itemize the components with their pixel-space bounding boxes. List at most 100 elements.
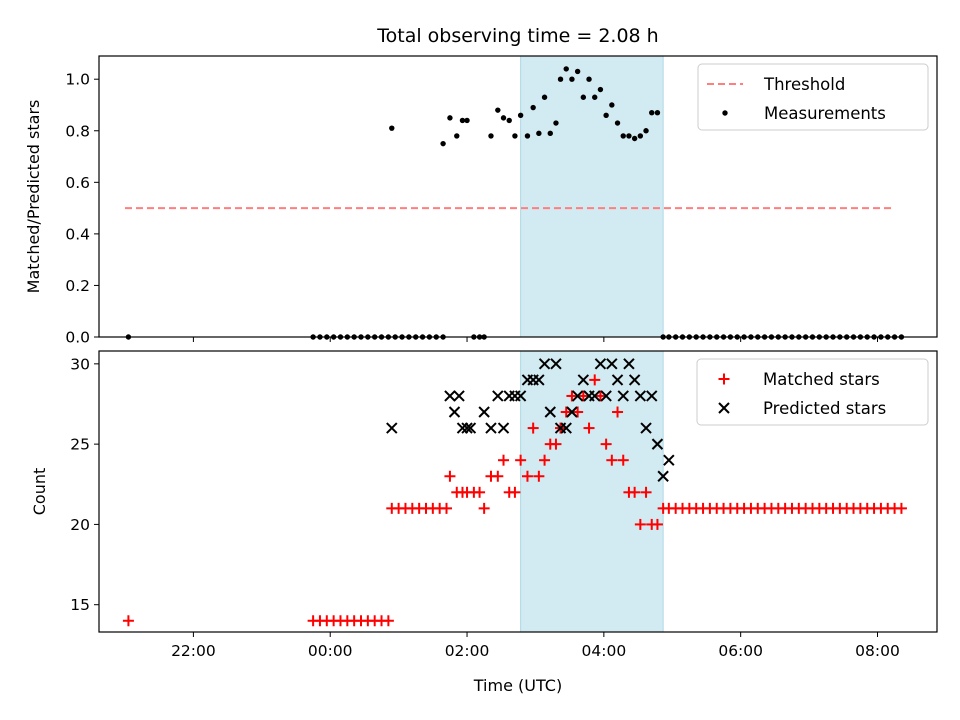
x-tick-label: 22:00 bbox=[171, 642, 216, 660]
predicted-star-point bbox=[485, 422, 497, 434]
predicted-star-point bbox=[464, 422, 477, 434]
predicted-star-point bbox=[589, 390, 601, 402]
predicted-star-point bbox=[560, 422, 572, 434]
matched-star-point bbox=[640, 486, 652, 498]
measurement-point bbox=[536, 130, 542, 137]
predicted-star-point bbox=[606, 358, 618, 370]
measurement-point bbox=[631, 135, 638, 142]
y-axis-label: Count bbox=[30, 468, 49, 516]
y-tick-label: 0.2 bbox=[65, 277, 90, 295]
legend-box bbox=[696, 358, 929, 426]
legend-measurements-swatch bbox=[722, 110, 728, 116]
y-tick-label: 0.0 bbox=[65, 329, 90, 347]
y-axis-label: Matched/Predicted stars bbox=[24, 100, 43, 294]
x-tick-label: 02:00 bbox=[445, 642, 490, 660]
axes-frame bbox=[98, 350, 938, 633]
matched-star-point bbox=[600, 438, 612, 450]
measurement-point bbox=[553, 120, 559, 126]
predicted-star-point bbox=[544, 406, 556, 418]
y-tick-label: 30 bbox=[70, 355, 90, 373]
matched-star-point bbox=[606, 454, 618, 466]
observing-window-span bbox=[520, 55, 664, 338]
measurement-point bbox=[524, 133, 531, 139]
predicted-star-point bbox=[623, 358, 635, 370]
predicted-star-point bbox=[646, 390, 658, 402]
measurement-point bbox=[609, 102, 615, 108]
measurement-point bbox=[517, 112, 524, 118]
y-tick-label: 0.4 bbox=[65, 225, 90, 243]
predicted-star-point bbox=[617, 390, 629, 402]
measurement-point bbox=[547, 130, 553, 137]
matched-star-point bbox=[566, 390, 578, 402]
predicted-star-point bbox=[533, 374, 545, 386]
measurement-point bbox=[603, 112, 609, 118]
measurement-point bbox=[512, 133, 518, 139]
x-tick-label: 00:00 bbox=[308, 642, 353, 660]
matched-star-point bbox=[572, 406, 584, 418]
predicted-star-point bbox=[594, 358, 607, 370]
measurement-point bbox=[580, 94, 587, 100]
matched-star-point bbox=[612, 406, 624, 418]
matched-star-point bbox=[895, 502, 907, 514]
predicted-star-point bbox=[461, 422, 473, 434]
predicted-star-point bbox=[628, 374, 641, 386]
measurement-point bbox=[637, 133, 644, 139]
measurement-point bbox=[620, 133, 626, 139]
matched-star-point bbox=[577, 390, 589, 402]
measurement-point bbox=[586, 76, 592, 82]
figure-title: Total observing time = 2.08 h bbox=[376, 25, 658, 47]
matched-star-point bbox=[509, 486, 521, 498]
legend-matched-swatch bbox=[718, 373, 730, 385]
y-tick-label: 0.6 bbox=[65, 174, 90, 192]
predicted-star-point bbox=[453, 390, 465, 402]
predicted-star-point bbox=[566, 406, 578, 418]
matched-star-point bbox=[444, 470, 456, 482]
x-axis-label: Time (UTC) bbox=[473, 676, 562, 695]
y-tick-label: 15 bbox=[70, 596, 90, 614]
predicted-star-point bbox=[386, 422, 398, 434]
legend: Threshold Measurements bbox=[697, 63, 929, 131]
measurement-point bbox=[389, 125, 395, 131]
legend-label: Matched stars bbox=[763, 370, 880, 389]
matched-star-point bbox=[583, 422, 595, 434]
predicted-star-point bbox=[600, 390, 612, 402]
count-panel: 15 20 25 30 22:00 00:00 02:00 04:00 06:00 08:00 Co… bbox=[30, 350, 938, 660]
matched-star-point bbox=[521, 470, 533, 482]
matched-star-point bbox=[617, 454, 629, 466]
measurement-point bbox=[495, 107, 501, 113]
y-tick-label: 1.0 bbox=[65, 71, 90, 89]
measurement-point bbox=[530, 104, 536, 111]
measurement-point bbox=[574, 68, 581, 75]
matched-star-point bbox=[382, 615, 394, 627]
y-tick-label: 25 bbox=[70, 436, 90, 454]
matched-star-point bbox=[589, 374, 601, 386]
measurement-point bbox=[597, 86, 604, 93]
matched-star-point bbox=[527, 422, 539, 434]
measurement-point bbox=[592, 94, 598, 100]
predicted-star-point bbox=[514, 390, 527, 402]
measurement-point bbox=[447, 115, 453, 121]
matched-star-point bbox=[634, 518, 646, 530]
matched-star-point bbox=[539, 454, 551, 466]
predicted-star-point bbox=[550, 358, 562, 370]
measurement-point bbox=[654, 110, 661, 116]
measurement-point bbox=[500, 115, 507, 121]
predicted-star-point bbox=[478, 406, 490, 418]
matched-star-point bbox=[122, 615, 134, 627]
predicted-star-point bbox=[657, 470, 669, 482]
matched-star-point bbox=[515, 454, 527, 466]
predicted-star-point bbox=[634, 390, 647, 402]
measurement-point bbox=[454, 133, 460, 139]
measurement-point bbox=[643, 128, 649, 134]
measurement-point bbox=[557, 76, 564, 82]
predicted-star-point bbox=[640, 422, 652, 434]
legend-predicted-swatch bbox=[718, 402, 730, 414]
matched-star-point bbox=[441, 502, 453, 514]
axes-frame bbox=[98, 55, 938, 338]
matched-star-point bbox=[550, 438, 562, 450]
ratio-panel: 0.0 0.2 0.4 0.6 0.8 1.0 Matched/Predicted star… bbox=[24, 55, 938, 347]
measurement-point bbox=[506, 117, 512, 124]
matched-star-point bbox=[474, 486, 486, 498]
